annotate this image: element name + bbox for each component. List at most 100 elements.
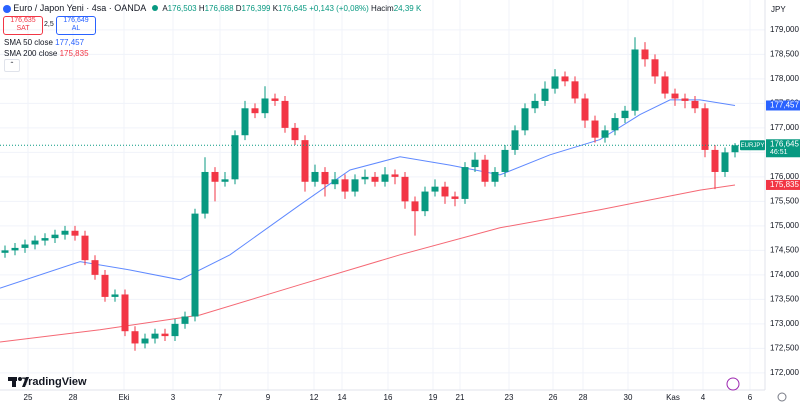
y-tick-label: 174,500 [770, 245, 799, 254]
candle-body [61, 230, 69, 235]
candle-body [491, 171, 499, 182]
y-tick-label: 175,500 [770, 196, 799, 205]
candle-body [451, 196, 459, 199]
ohlc-label: K [272, 4, 279, 13]
currency: JPY [771, 5, 786, 14]
y-tick-label: 179,000 [770, 25, 799, 34]
candle-body [401, 176, 409, 202]
candle-body [661, 76, 669, 94]
candle-body [711, 149, 719, 172]
candle-body [181, 316, 189, 324]
candle-body [671, 93, 679, 99]
candle-body [311, 171, 319, 182]
volume: 24,39 K [393, 4, 422, 13]
candle-body [611, 118, 619, 131]
candle-body [11, 247, 19, 251]
candle-body [51, 234, 59, 239]
candle-body [481, 159, 489, 182]
candle-body [351, 179, 359, 192]
x-tick-label: 6 [748, 393, 753, 402]
candle-body [211, 171, 219, 182]
legend-value: 177,457 [55, 38, 85, 47]
candle-body [81, 235, 89, 261]
candle-body [631, 49, 639, 111]
x-tick-label: 26 [549, 393, 558, 402]
candle-body [431, 186, 439, 192]
y-tick-label: 176,000 [770, 172, 799, 181]
candle-body [151, 333, 159, 339]
y-tick-label: 175,000 [770, 221, 799, 230]
sma-line [0, 184, 736, 343]
y-tick-label: 177,000 [770, 123, 799, 132]
candle-body [201, 171, 209, 214]
candle-body [721, 152, 729, 172]
candle-body [601, 130, 609, 138]
candle-body [531, 100, 539, 109]
sell-button[interactable]: 176,635 SAT [3, 16, 43, 35]
buy-label: AL [71, 25, 81, 32]
candle-body [111, 294, 119, 297]
candle-body [131, 331, 139, 344]
x-tick-label: 28 [579, 393, 588, 402]
candle-body [621, 110, 629, 119]
symbol-title[interactable]: Euro / Japon Yeni · 4sa · OANDA [13, 3, 147, 13]
candle-body [41, 238, 49, 241]
collapse-legend[interactable]: ˆ [4, 59, 20, 72]
candle-body [381, 174, 389, 182]
legend-value: 175,835 [59, 49, 89, 58]
candle-body [641, 49, 649, 60]
candle-body [31, 240, 39, 245]
candle-body [321, 171, 329, 185]
candle-body [271, 98, 279, 101]
candle-body [521, 108, 529, 131]
candle-body [241, 108, 249, 136]
x-tick-label: Eki [118, 393, 129, 402]
buy-button[interactable]: 176,649 AL [56, 16, 96, 35]
candle-body [411, 201, 419, 212]
ai-button[interactable] [726, 377, 740, 391]
candle-body [591, 120, 599, 138]
y-tick-label: 178,000 [770, 74, 799, 83]
y-tick-label: 173,000 [770, 319, 799, 328]
ohlc-value: 176,399 [241, 4, 271, 13]
settings-button[interactable] [777, 392, 787, 402]
ohlc-label: A [162, 4, 168, 13]
ohlc-label: D [235, 4, 242, 13]
change: +0,143 (+0,08%) [309, 4, 369, 13]
candle-body [541, 88, 549, 101]
logo-icon [8, 377, 29, 387]
x-tick-label: 25 [24, 393, 33, 402]
candle-body [221, 179, 229, 182]
grid [0, 0, 765, 390]
sma-price-label: 175,835 [770, 180, 799, 189]
legend-row[interactable]: SMA 50 close 177,457 [4, 38, 84, 47]
candle-body [301, 140, 309, 182]
candle-body [191, 213, 199, 317]
y-tick-label: 173,500 [770, 294, 799, 303]
candle-body [361, 176, 369, 180]
y-tick-label: 172,500 [770, 343, 799, 352]
spread: 2,5 [44, 21, 54, 28]
candle-body [231, 135, 239, 180]
candle-body [91, 260, 99, 275]
candle-body [681, 98, 689, 101]
x-tick-label: 21 [456, 393, 465, 402]
sma-price-box [766, 100, 800, 111]
candle-body [511, 130, 519, 150]
buy-price: 176,649 [63, 17, 89, 24]
market-status [151, 5, 158, 11]
legend-name: SMA 200 close [4, 49, 58, 58]
candle-body [581, 98, 589, 121]
candle-body [501, 149, 509, 172]
candle-body [141, 338, 149, 344]
logo-text: TradingView [22, 376, 87, 388]
candle-body [561, 76, 569, 82]
candle-body [691, 100, 699, 109]
legend-row[interactable]: SMA 200 close 175,835 [4, 49, 89, 58]
candle-body [291, 127, 299, 141]
candle-body [21, 244, 29, 248]
legend-name: SMA 50 close [4, 38, 53, 47]
candle-body [71, 230, 79, 236]
